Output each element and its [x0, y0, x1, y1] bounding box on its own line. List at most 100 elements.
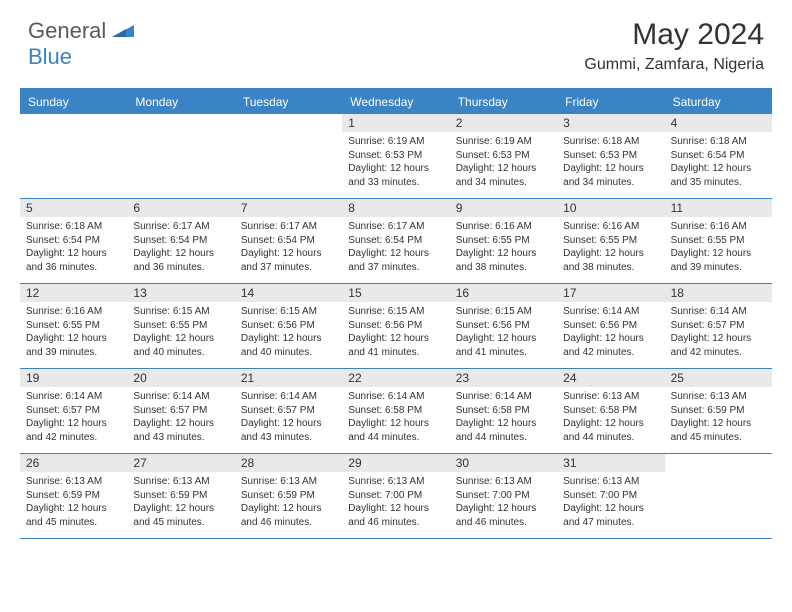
- day-cell: 8Sunrise: 6:17 AMSunset: 6:54 PMDaylight…: [342, 199, 449, 283]
- day-cell: [127, 114, 234, 198]
- daylight-line-2: and 41 minutes.: [456, 346, 551, 360]
- daylight-line-1: Daylight: 12 hours: [241, 332, 336, 346]
- day-number: 6: [127, 199, 234, 217]
- logo-text-general: General: [28, 18, 106, 44]
- day-cell: 1Sunrise: 6:19 AMSunset: 6:53 PMDaylight…: [342, 114, 449, 198]
- day-cell: 2Sunrise: 6:19 AMSunset: 6:53 PMDaylight…: [450, 114, 557, 198]
- day-number: 15: [342, 284, 449, 302]
- day-cell: 7Sunrise: 6:17 AMSunset: 6:54 PMDaylight…: [235, 199, 342, 283]
- daylight-line-2: and 45 minutes.: [26, 516, 121, 530]
- day-cell: 30Sunrise: 6:13 AMSunset: 7:00 PMDayligh…: [450, 454, 557, 538]
- day-cell: 28Sunrise: 6:13 AMSunset: 6:59 PMDayligh…: [235, 454, 342, 538]
- day-number: 9: [450, 199, 557, 217]
- sunrise-line: Sunrise: 6:19 AM: [456, 135, 551, 149]
- daylight-line-1: Daylight: 12 hours: [348, 502, 443, 516]
- daylight-line-2: and 46 minutes.: [241, 516, 336, 530]
- week-row: 26Sunrise: 6:13 AMSunset: 6:59 PMDayligh…: [20, 454, 772, 539]
- daylight-line-2: and 46 minutes.: [348, 516, 443, 530]
- day-number: 11: [665, 199, 772, 217]
- daylight-line-2: and 36 minutes.: [26, 261, 121, 275]
- day-cell: 21Sunrise: 6:14 AMSunset: 6:57 PMDayligh…: [235, 369, 342, 453]
- daylight-line-2: and 44 minutes.: [348, 431, 443, 445]
- sunrise-line: Sunrise: 6:13 AM: [456, 475, 551, 489]
- daylight-line-2: and 38 minutes.: [456, 261, 551, 275]
- sunset-line: Sunset: 6:59 PM: [241, 489, 336, 503]
- day-number: 20: [127, 369, 234, 387]
- day-header-tue: Tuesday: [235, 90, 342, 114]
- week-row: 12Sunrise: 6:16 AMSunset: 6:55 PMDayligh…: [20, 284, 772, 369]
- daylight-line-1: Daylight: 12 hours: [456, 417, 551, 431]
- daylight-line-1: Daylight: 12 hours: [456, 502, 551, 516]
- day-cell: 10Sunrise: 6:16 AMSunset: 6:55 PMDayligh…: [557, 199, 664, 283]
- week-row: 19Sunrise: 6:14 AMSunset: 6:57 PMDayligh…: [20, 369, 772, 454]
- daylight-line-2: and 46 minutes.: [456, 516, 551, 530]
- sunrise-line: Sunrise: 6:14 AM: [456, 390, 551, 404]
- sunrise-line: Sunrise: 6:18 AM: [671, 135, 766, 149]
- day-cell: 13Sunrise: 6:15 AMSunset: 6:55 PMDayligh…: [127, 284, 234, 368]
- sunset-line: Sunset: 6:54 PM: [26, 234, 121, 248]
- daylight-line-1: Daylight: 12 hours: [563, 162, 658, 176]
- daylight-line-1: Daylight: 12 hours: [671, 332, 766, 346]
- sunset-line: Sunset: 7:00 PM: [563, 489, 658, 503]
- day-number: 22: [342, 369, 449, 387]
- day-number: 4: [665, 114, 772, 132]
- sunset-line: Sunset: 6:57 PM: [26, 404, 121, 418]
- day-cell: 26Sunrise: 6:13 AMSunset: 6:59 PMDayligh…: [20, 454, 127, 538]
- sunset-line: Sunset: 6:57 PM: [133, 404, 228, 418]
- sunset-line: Sunset: 6:54 PM: [133, 234, 228, 248]
- day-cell: 24Sunrise: 6:13 AMSunset: 6:58 PMDayligh…: [557, 369, 664, 453]
- daylight-line-1: Daylight: 12 hours: [456, 332, 551, 346]
- daylight-line-1: Daylight: 12 hours: [671, 162, 766, 176]
- sunset-line: Sunset: 6:54 PM: [241, 234, 336, 248]
- title-block: May 2024 Gummi, Zamfara, Nigeria: [584, 18, 764, 74]
- daylight-line-2: and 34 minutes.: [563, 176, 658, 190]
- sunrise-line: Sunrise: 6:19 AM: [348, 135, 443, 149]
- sunset-line: Sunset: 6:55 PM: [133, 319, 228, 333]
- sunrise-line: Sunrise: 6:14 AM: [348, 390, 443, 404]
- day-cell: 6 Sunrise: 6:17 AMSunset: 6:54 PMDaylight…: [127, 199, 234, 283]
- day-header-sat: Saturday: [665, 90, 772, 114]
- sunrise-line: Sunrise: 6:13 AM: [133, 475, 228, 489]
- day-number: 31: [557, 454, 664, 472]
- day-number: 25: [665, 369, 772, 387]
- sunrise-line: Sunrise: 6:17 AM: [133, 220, 228, 234]
- logo: General: [28, 18, 136, 44]
- daylight-line-2: and 45 minutes.: [671, 431, 766, 445]
- sunrise-line: Sunrise: 6:16 AM: [26, 305, 121, 319]
- sunset-line: Sunset: 6:55 PM: [26, 319, 121, 333]
- daylight-line-1: Daylight: 12 hours: [133, 417, 228, 431]
- daylight-line-1: Daylight: 12 hours: [563, 502, 658, 516]
- daylight-line-1: Daylight: 12 hours: [133, 332, 228, 346]
- daylight-line-2: and 39 minutes.: [671, 261, 766, 275]
- day-number: 24: [557, 369, 664, 387]
- daylight-line-1: Daylight: 12 hours: [133, 247, 228, 261]
- daylight-line-1: Daylight: 12 hours: [241, 502, 336, 516]
- daylight-line-2: and 35 minutes.: [671, 176, 766, 190]
- sunrise-line: Sunrise: 6:14 AM: [563, 305, 658, 319]
- daylight-line-2: and 40 minutes.: [241, 346, 336, 360]
- day-number: 28: [235, 454, 342, 472]
- sunset-line: Sunset: 7:00 PM: [456, 489, 551, 503]
- daylight-line-1: Daylight: 12 hours: [26, 502, 121, 516]
- day-cell: 3Sunrise: 6:18 AMSunset: 6:53 PMDaylight…: [557, 114, 664, 198]
- daylight-line-2: and 43 minutes.: [241, 431, 336, 445]
- sunset-line: Sunset: 6:56 PM: [348, 319, 443, 333]
- day-number: 14: [235, 284, 342, 302]
- sunrise-line: Sunrise: 6:14 AM: [133, 390, 228, 404]
- day-cell: 23Sunrise: 6:14 AMSunset: 6:58 PMDayligh…: [450, 369, 557, 453]
- sunrise-line: Sunrise: 6:17 AM: [348, 220, 443, 234]
- day-cell: 12Sunrise: 6:16 AMSunset: 6:55 PMDayligh…: [20, 284, 127, 368]
- daylight-line-1: Daylight: 12 hours: [456, 247, 551, 261]
- day-cell: 14Sunrise: 6:15 AMSunset: 6:56 PMDayligh…: [235, 284, 342, 368]
- daylight-line-2: and 37 minutes.: [241, 261, 336, 275]
- sunrise-line: Sunrise: 6:16 AM: [456, 220, 551, 234]
- day-number: 17: [557, 284, 664, 302]
- day-number: 12: [20, 284, 127, 302]
- daylight-line-2: and 34 minutes.: [456, 176, 551, 190]
- daylight-line-2: and 44 minutes.: [456, 431, 551, 445]
- page-title: May 2024: [584, 18, 764, 52]
- sunrise-line: Sunrise: 6:13 AM: [563, 475, 658, 489]
- day-number: 5: [20, 199, 127, 217]
- logo-triangle-icon: [112, 21, 134, 42]
- sunset-line: Sunset: 6:59 PM: [671, 404, 766, 418]
